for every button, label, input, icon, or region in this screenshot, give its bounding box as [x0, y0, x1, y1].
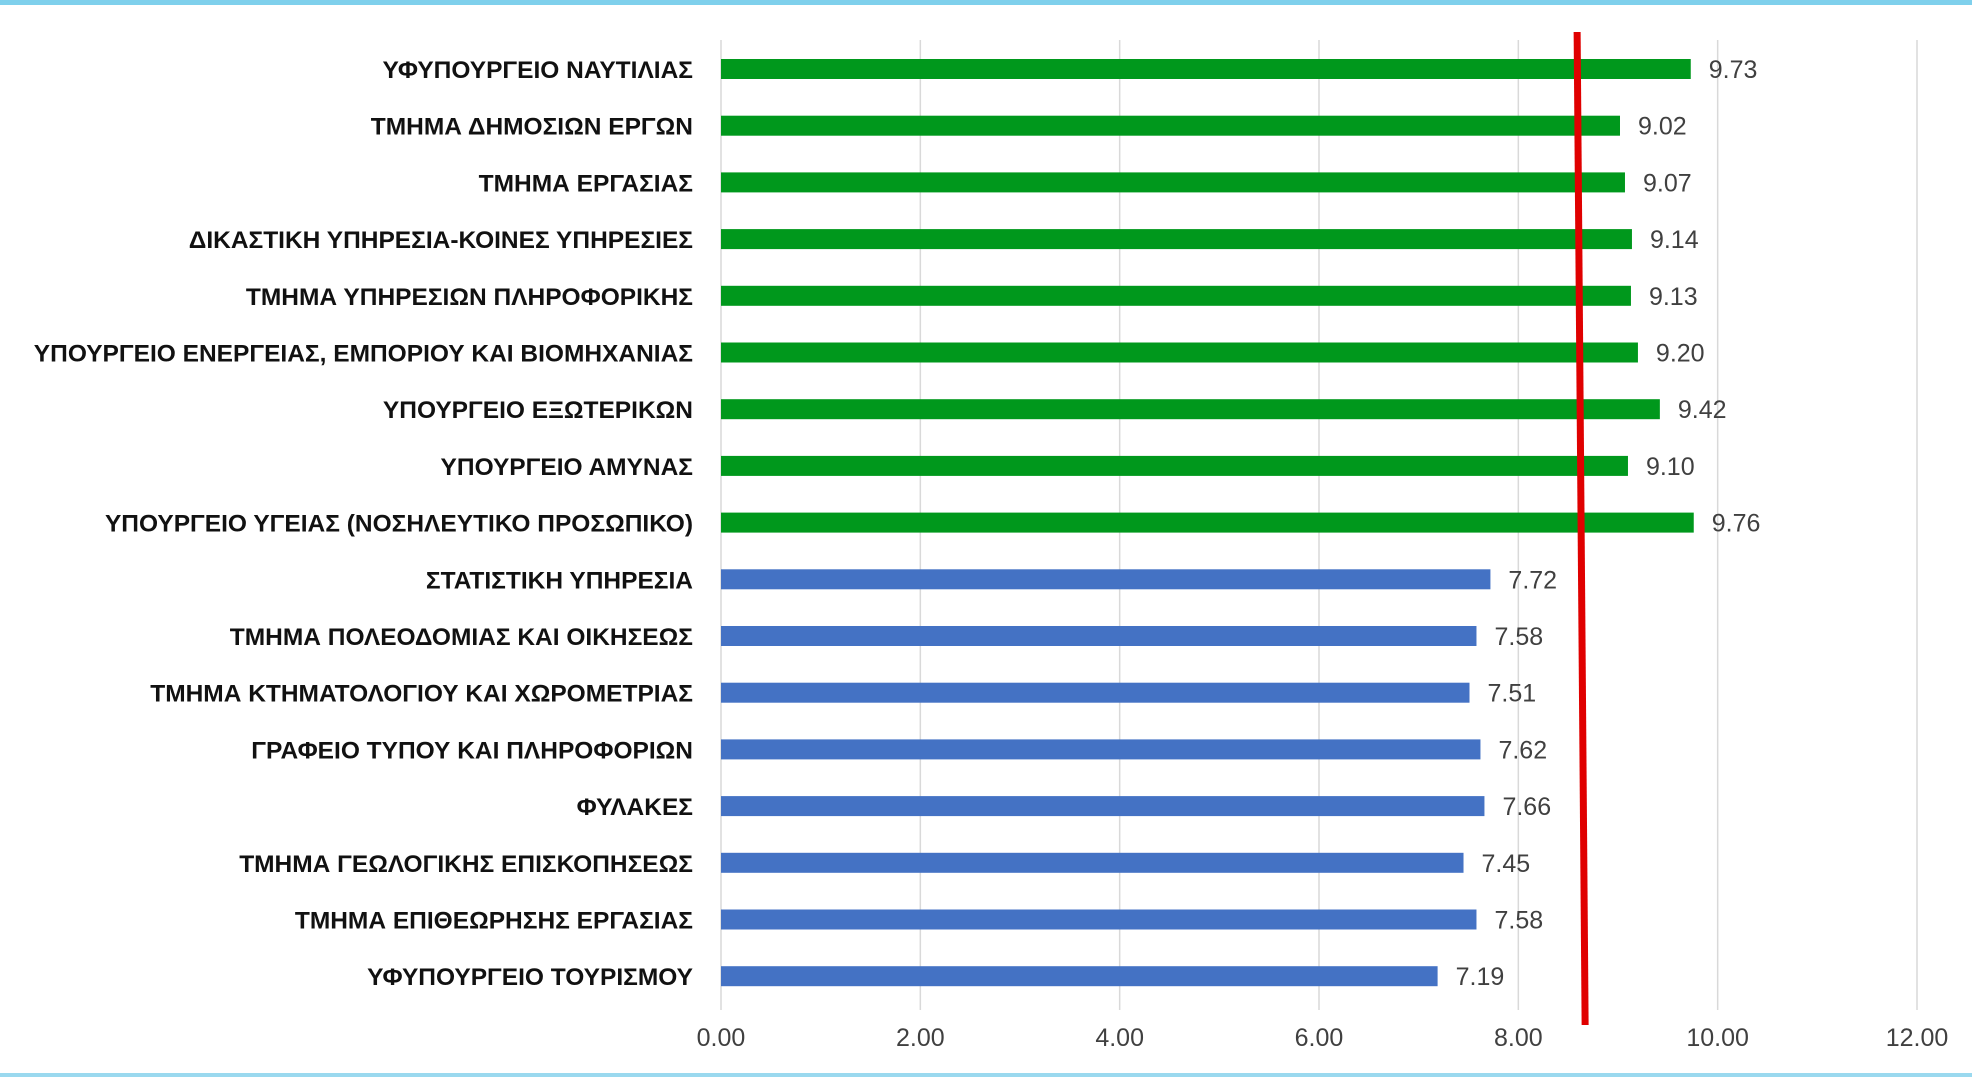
category-labels: ΥΦΥΠΟΥΡΓΕΙΟ ΝΑΥΤΙΛΙΑΣ ΤΜΗΜΑ ΔΗΜΟΣΙΩΝ ΕΡΓΩ…: [34, 57, 694, 991]
value-label: 7.19: [1456, 963, 1505, 991]
bar: [721, 342, 1638, 363]
value-label: 7.58: [1494, 623, 1543, 651]
x-tick-label: 8.00: [1494, 1024, 1543, 1052]
x-tick-label: 6.00: [1295, 1024, 1344, 1052]
reference-line: [1573, 31, 1589, 1026]
bar: [721, 796, 1485, 817]
category-label: ΔΙΚΑΣΤΙΚΗ ΥΠΗΡΕΣΙΑ-ΚΟΙΝΕΣ ΥΠΗΡΕΣΙΕΣ: [189, 227, 693, 254]
bar: [721, 626, 1477, 646]
x-tick-label: 10.00: [1686, 1024, 1749, 1052]
bar: [721, 455, 1628, 476]
x-tick-label: 12.00: [1886, 1024, 1949, 1052]
value-label: 7.66: [1502, 793, 1551, 821]
value-label: 7.51: [1487, 680, 1536, 708]
bar: [721, 115, 1620, 136]
category-label: ΤΜΗΜΑ ΥΠΗΡΕΣΙΩΝ ΠΛΗΡΟΦΟΡΙΚΗΣ: [246, 284, 693, 311]
value-label: 9.42: [1678, 396, 1727, 424]
category-label: ΤΜΗΜΑ ΚΤΗΜΑΤΟΛΟΓΙΟΥ ΚΑΙ ΧΩΡΟΜΕΤΡΙΑΣ: [150, 681, 693, 708]
category-label: ΤΜΗΜΑ ΔΗΜΟΣΙΩΝ ΕΡΓΩΝ: [371, 114, 693, 141]
category-label: ΓΡΑΦΕΙΟ ΤΥΠΟΥ ΚΑΙ ΠΛΗΡΟΦΟΡΙΩΝ: [251, 737, 693, 764]
bar: [721, 172, 1625, 193]
bar: [721, 59, 1691, 79]
bar: [721, 285, 1631, 306]
horizontal-bar-chart: ΥΦΥΠΟΥΡΓΕΙΟ ΝΑΥΤΙΛΙΑΣ ΤΜΗΜΑ ΔΗΜΟΣΙΩΝ ΕΡΓΩ…: [34, 31, 1949, 1052]
value-label: 9.20: [1656, 340, 1705, 368]
value-label: 7.58: [1494, 907, 1543, 935]
value-label: 9.73: [1709, 56, 1758, 84]
bar: [721, 852, 1464, 873]
category-label: ΤΜΗΜΑ ΕΡΓΑΣΙΑΣ: [479, 170, 693, 197]
x-tick-label: 4.00: [1095, 1024, 1144, 1052]
value-label: 9.14: [1650, 226, 1699, 254]
value-label: 9.10: [1646, 453, 1695, 481]
bar: [721, 569, 1491, 590]
reference-line-layer: [1573, 31, 1589, 1026]
category-label: ΥΦΥΠΟΥΡΓΕΙΟ ΝΑΥΤΙΛΙΑΣ: [383, 57, 694, 84]
category-label: ΤΜΗΜΑ ΠΟΛΕΟΔΟΜΙΑΣ ΚΑΙ ΟΙΚΗΣΕΩΣ: [230, 624, 693, 651]
value-label: 9.76: [1712, 510, 1761, 538]
category-label: ΥΦΥΠΟΥΡΓΕΙΟ ΤΟΥΡΙΣΜΟΥ: [367, 964, 693, 991]
bar: [721, 909, 1477, 930]
value-label: 7.72: [1508, 566, 1557, 594]
value-label: 7.62: [1498, 736, 1547, 764]
bar: [721, 399, 1660, 420]
x-tick-label: 2.00: [896, 1024, 945, 1052]
bar: [721, 966, 1438, 987]
category-label: ΤΜΗΜΑ ΓΕΩΛΟΓΙΚΗΣ ΕΠΙΣΚΟΠΗΣΕΩΣ: [239, 851, 693, 878]
x-axis-tick-labels: 0.00 2.00 4.00 6.00 8.00 10.00 12.00: [697, 1024, 1949, 1052]
value-label: 9.07: [1643, 169, 1692, 197]
category-label: ΥΠΟΥΡΓΕΙΟ ΥΓΕΙΑΣ (ΝΟΣΗΛΕΥΤΙΚΟ ΠΡΟΣΩΠΙΚΟ): [105, 511, 693, 538]
bar: [721, 512, 1694, 533]
category-label: ΥΠΟΥΡΓΕΙΟ ΕΞΩΤΕΡΙΚΩΝ: [383, 397, 693, 424]
bars: [721, 59, 1694, 987]
category-label: ΦΥΛΑΚΕΣ: [577, 794, 693, 821]
x-tick-label: 0.00: [697, 1024, 746, 1052]
bar: [721, 229, 1632, 250]
value-label: 7.45: [1482, 850, 1531, 878]
category-label: ΣΤΑΤΙΣΤΙΚΗ ΥΠΗΡΕΣΙΑ: [426, 567, 693, 594]
bar: [721, 682, 1470, 703]
value-label: 9.13: [1649, 283, 1698, 311]
category-label: ΤΜΗΜΑ ΕΠΙΘΕΩΡΗΣΗΣ ΕΡΓΑΣΙΑΣ: [295, 908, 693, 935]
value-label: 9.02: [1638, 113, 1687, 141]
value-labels: 9.73 9.02 9.07 9.14 9.13 9.20 9.42 9.10 9.76 7.72…: [1456, 56, 1761, 991]
category-label: ΥΠΟΥΡΓΕΙΟ ΑΜΥΝΑΣ: [441, 454, 693, 481]
bar: [721, 739, 1481, 760]
category-label: ΥΠΟΥΡΓΕΙΟ ΕΝΕΡΓΕΙΑΣ, ΕΜΠΟΡΙΟΥ ΚΑΙ ΒΙΟΜΗΧ…: [34, 341, 693, 368]
